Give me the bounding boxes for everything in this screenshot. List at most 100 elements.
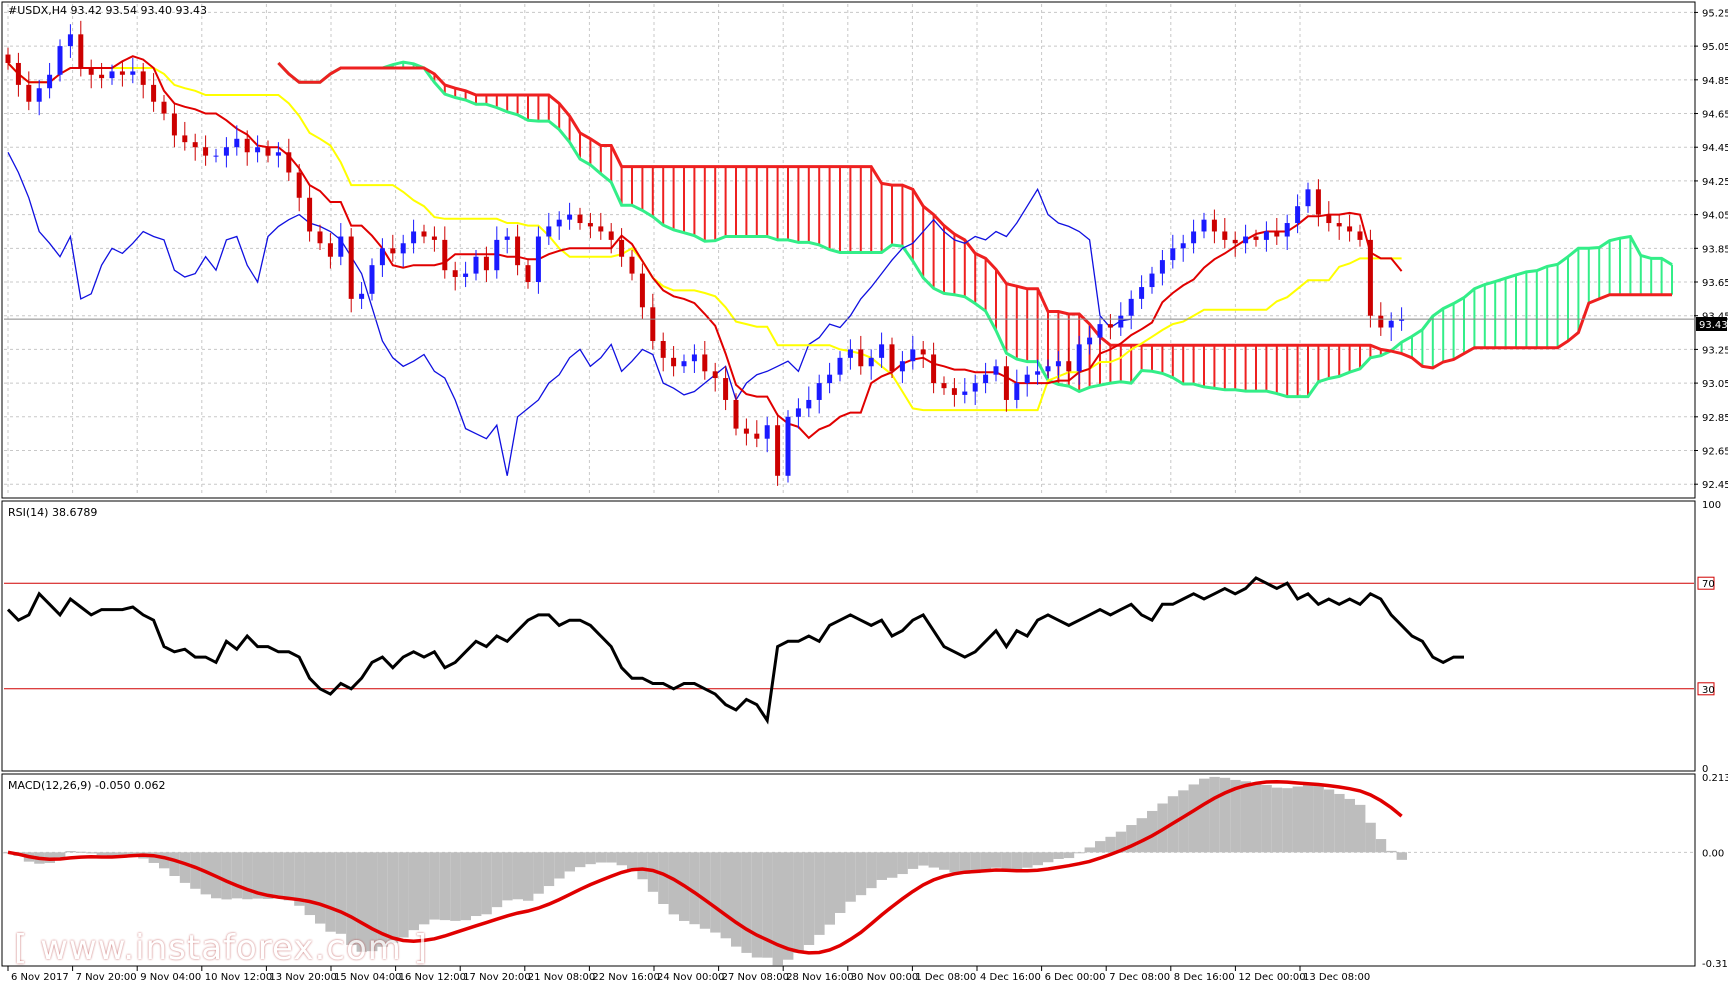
candle-body [99,74,105,79]
candle-body [951,388,957,395]
candle-body [203,147,209,156]
candle-body [1076,344,1082,372]
candle-body [983,374,989,384]
candle-body [1066,361,1072,372]
time-tick-label: 7 Nov 20:00 [76,972,137,983]
candle-body [1159,260,1165,274]
candle-body [421,231,427,237]
macd-histogram-bar [1022,852,1033,868]
candle-body [161,101,167,114]
candle-body [1326,214,1332,224]
macd-histogram-bar [481,852,492,915]
macd-histogram-bar [720,852,731,939]
macd-histogram-bar [1240,781,1251,853]
candle-body [639,273,645,308]
macd-histogram-bar [616,852,627,866]
candle-body [1232,239,1238,244]
candle-body [775,425,781,476]
candle-body [1315,189,1321,215]
candle-body [743,428,749,434]
macd-histogram-bar [575,852,586,868]
macd-histogram-bar [179,852,191,883]
macd-series: 0.213 0.00 -0.313 [3,773,1728,970]
macd-histogram-bar [970,852,981,874]
time-tick-label: 22 Nov 16:00 [592,972,659,983]
candle-body [483,256,489,271]
candle-body [795,408,801,417]
candle-body [858,349,864,367]
macd-histogram-bar [1032,852,1043,866]
macd-histogram-bar [866,852,877,889]
candle-body [1149,273,1155,288]
candle-body [681,361,687,367]
macd-histogram-bar [1105,836,1116,853]
price-tick-label: 94.85 [1702,76,1728,87]
candle-body [327,243,333,257]
macd-histogram-bar [689,852,700,925]
candle-body [1243,236,1249,244]
macd-histogram-bar [450,852,461,921]
candle-body [1003,366,1009,400]
time-tick-label: 9 Nov 04:00 [140,972,201,983]
candle-body [1284,223,1290,237]
candle-body [359,293,365,299]
macd-histogram-bar [429,852,440,920]
rsi-polyline [6,576,1464,725]
candle-body [452,270,458,277]
macd-histogram-bar [658,852,669,904]
candle-body [1357,231,1363,240]
rsi-title: RSI(14) 38.6789 [8,506,97,519]
candle-body [78,34,84,69]
macd-histogram-bar [356,852,367,952]
candle-body [504,236,510,240]
candle-body [931,354,937,384]
candle-body [920,349,926,355]
candle-body [275,152,281,156]
macd-histogram-bar [637,852,648,880]
candle-body [119,71,125,75]
candle-body [57,46,63,75]
candle-body [47,74,53,89]
macd-title: MACD(12,26,9) -0.050 0.062 [8,779,166,792]
price-tick-label: 93.05 [1702,379,1728,390]
macd-histogram-bar [169,852,180,877]
candle-body [671,357,677,367]
candle-body [1201,219,1207,232]
macd-histogram-bar [731,852,742,947]
chikou-span [7,152,1132,476]
candle-body [587,223,593,227]
macd-histogram-bar [1375,839,1387,853]
time-tick-label: 27 Nov 08:00 [722,972,789,983]
macd-histogram-bar [1043,852,1054,863]
macd-histogram-bar [252,852,263,899]
candle-body [109,71,115,79]
time-tick-label: 6 Nov 2017 [11,972,69,983]
macd-histogram-bar [325,852,336,932]
current-price-tag [1696,317,1727,331]
macd-histogram-bar [959,852,971,874]
candle-body [535,236,541,283]
candle-body [192,142,198,148]
candle-body [993,366,999,375]
time-tick-label: 13 Nov 20:00 [269,972,336,983]
candle-body [723,378,729,400]
rsi-line [6,576,1464,725]
macd-tick-label: 0.00 [1702,848,1724,859]
candle-body [1191,231,1197,244]
macd-histogram-bar [65,851,76,853]
macd-histogram-bar [1251,783,1262,853]
candle-body [1336,223,1342,227]
candle-body [67,34,73,47]
macd-histogram-bar [772,852,783,966]
price-tick-label: 92.85 [1702,413,1728,424]
candle-body [411,231,417,244]
macd-histogram-bar [523,852,534,901]
candle-body [868,357,874,367]
candle-body [348,236,354,299]
candle-body [223,147,229,156]
macd-histogram-bar [231,852,243,899]
macd-histogram-bar [803,852,815,945]
macd-histogram-bar [1011,852,1023,870]
macd-histogram-bar [304,852,315,916]
candle-body [26,84,32,102]
